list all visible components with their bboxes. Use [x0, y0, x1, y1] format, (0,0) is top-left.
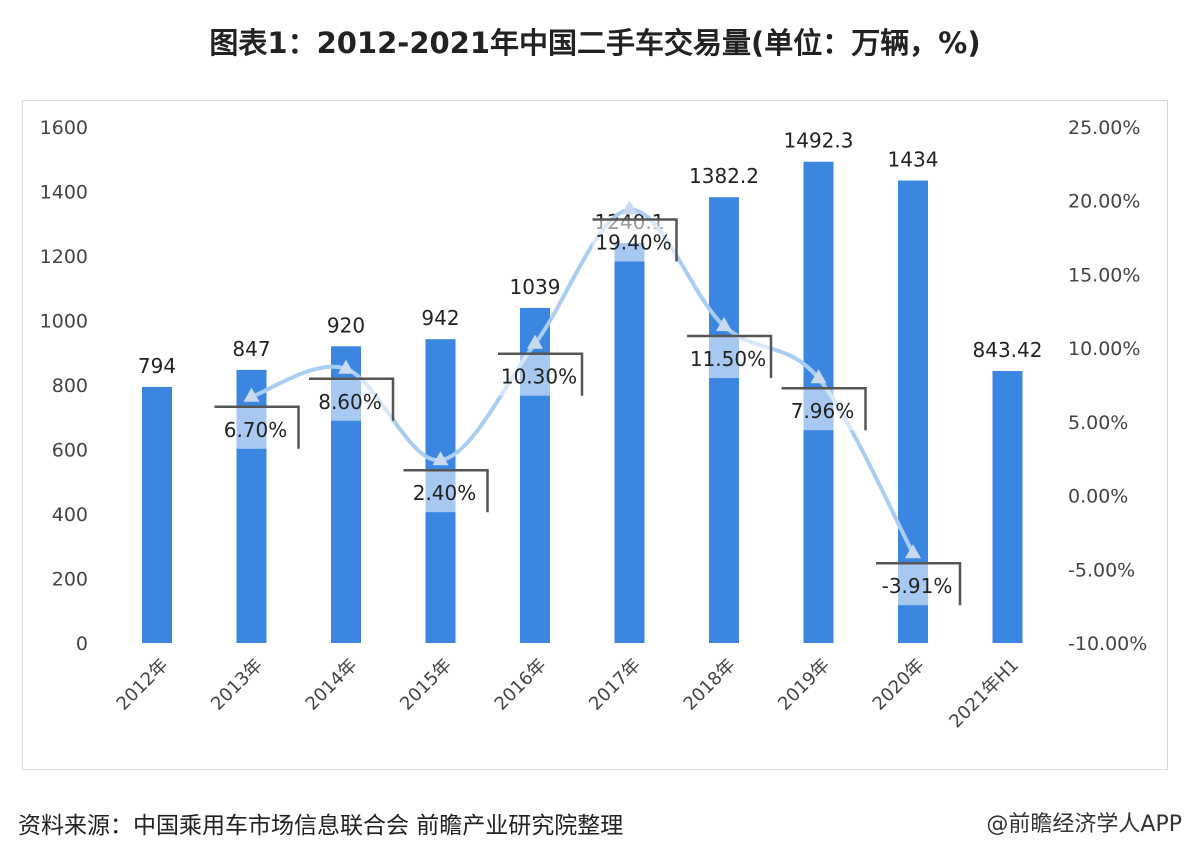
growth-label-border — [687, 334, 773, 379]
growth-marker — [716, 317, 732, 332]
left-axis-tick: 1400 — [40, 182, 88, 204]
growth-value-label: -3.91% — [882, 574, 953, 598]
x-axis-tick: 2013年 — [207, 655, 267, 715]
bar-value-label: 1492.3 — [784, 129, 854, 153]
chart-title: 图表1：2012-2021年中国二手车交易量(单位：万辆，%) — [209, 26, 981, 60]
left-axis-tick: 600 — [52, 440, 88, 462]
right-axis-tick: -10.00% — [1068, 633, 1147, 655]
growth-label-border — [309, 377, 395, 421]
bar-value-label: 1382.2 — [689, 164, 759, 188]
source-note: 资料来源：中国乘用车市场信息联合会 前瞻产业研究院整理 — [18, 813, 624, 839]
growth-label-box — [214, 406, 299, 449]
left-axis-tick: 1000 — [40, 311, 88, 333]
growth-label-box — [876, 563, 960, 606]
bar — [614, 243, 645, 643]
left-axis-tick: 1200 — [40, 246, 88, 268]
x-axis-tick: 2014年 — [302, 655, 362, 715]
bar-value-label: 847 — [232, 337, 270, 361]
growth-marker — [527, 334, 543, 349]
right-axis-tick: 10.00% — [1068, 338, 1140, 360]
right-axis-tick: 25.00% — [1068, 117, 1140, 139]
growth-label-box — [781, 388, 866, 431]
right-axis-tick: 5.00% — [1068, 412, 1128, 434]
growth-label-border — [876, 561, 962, 606]
right-axis-tick: 15.00% — [1068, 264, 1140, 286]
bar-value-label: 920 — [327, 313, 365, 337]
growth-value-label: 10.30% — [501, 365, 577, 389]
left-axis-tick: 200 — [52, 569, 88, 591]
growth-marker — [905, 544, 921, 559]
growth-label-border — [781, 386, 867, 431]
growth-label-border — [214, 405, 300, 449]
growth-value-label: 11.50% — [690, 347, 766, 371]
growth-value-label: 8.60% — [318, 390, 382, 414]
right-axis-tick: 20.00% — [1068, 191, 1140, 213]
left-axis-tick: 800 — [52, 375, 88, 397]
growth-marker — [432, 451, 449, 466]
bar-value-label: 1039 — [510, 275, 561, 299]
growth-marker — [810, 369, 827, 384]
bar — [709, 197, 739, 644]
bar — [142, 386, 172, 643]
growth-label-box — [309, 378, 393, 421]
growth-label-box — [687, 336, 771, 379]
growth-marker — [338, 359, 354, 374]
growth-value-label: 7.96% — [791, 399, 855, 423]
x-axis-tick: 2012年 — [113, 655, 173, 715]
bar-value-label: 942 — [421, 306, 459, 330]
bar-value-label: 843.42 — [973, 338, 1043, 362]
x-axis-tick: 2017年 — [585, 655, 645, 715]
bar-value-label: 1434 — [888, 148, 939, 172]
bar — [992, 370, 1023, 643]
growth-marker — [243, 387, 260, 402]
left-axis-tick: 400 — [52, 504, 88, 526]
growth-label-border — [498, 352, 584, 396]
x-axis-tick: 2020年 — [869, 655, 929, 715]
x-axis-tick: 2021年H1 — [945, 655, 1023, 733]
growth-label-box — [498, 353, 582, 396]
right-axis-tick: -5.00% — [1068, 559, 1135, 581]
x-axis-tick: 2016年 — [491, 655, 551, 715]
growth-label-box — [592, 219, 677, 262]
x-axis-tick: 2019年 — [774, 655, 834, 715]
growth-label-border — [592, 218, 678, 262]
growth-label-box — [403, 470, 488, 513]
left-axis-tick: 0 — [76, 633, 88, 655]
growth-value-label: 6.70% — [224, 418, 288, 442]
chart-frame — [22, 100, 1168, 770]
credit-note: @前瞻经济学人APP — [986, 812, 1182, 837]
left-axis-tick: 1600 — [40, 117, 88, 139]
x-axis-tick: 2018年 — [680, 655, 740, 715]
x-axis-tick: 2015年 — [396, 655, 456, 715]
growth-label-border — [403, 468, 489, 513]
growth-value-label: 19.40% — [595, 231, 671, 255]
right-axis-tick: 0.00% — [1068, 486, 1128, 508]
growth-marker — [621, 200, 638, 215]
bar-value-label: 794 — [138, 354, 176, 378]
growth-value-label: 2.40% — [413, 481, 477, 505]
